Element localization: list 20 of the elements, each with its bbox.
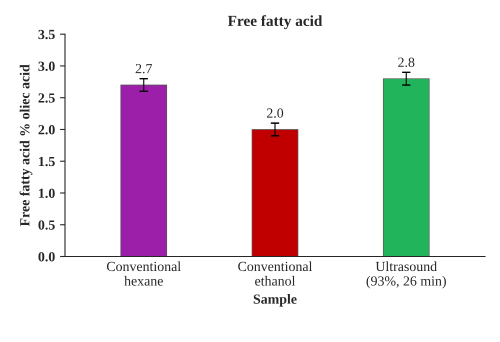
bar bbox=[382, 78, 430, 256]
x-tick-label: Conventional hexane bbox=[106, 261, 181, 286]
x-tick-label: Ultrasound (93%, 26 min) bbox=[366, 261, 446, 288]
y-tick-label: 1.5 bbox=[39, 156, 55, 166]
y-tick-label: 0.0 bbox=[38, 252, 55, 262]
y-tick-label: 2.5 bbox=[38, 93, 55, 103]
y-tick-label: 3.5 bbox=[38, 30, 55, 40]
y-tick-label: 2.0 bbox=[38, 125, 55, 134]
bar bbox=[252, 129, 298, 256]
data-label: 2.8 bbox=[398, 58, 414, 68]
y-tick-label: 0.5 bbox=[38, 220, 55, 230]
y-tick-label: 3.0 bbox=[38, 62, 55, 71]
x-tick-label: Conventional ethanol bbox=[238, 261, 312, 286]
data-label: 2.0 bbox=[266, 108, 284, 118]
x-axis-title: Sample bbox=[254, 294, 297, 307]
chart-title: Free fatty acid bbox=[228, 15, 322, 30]
data-label: 2.7 bbox=[136, 64, 152, 74]
bar bbox=[120, 84, 168, 256]
y-axis-title: Free fatty acid % oliec acid bbox=[20, 64, 32, 226]
y-tick-label: 1.0 bbox=[39, 188, 55, 198]
